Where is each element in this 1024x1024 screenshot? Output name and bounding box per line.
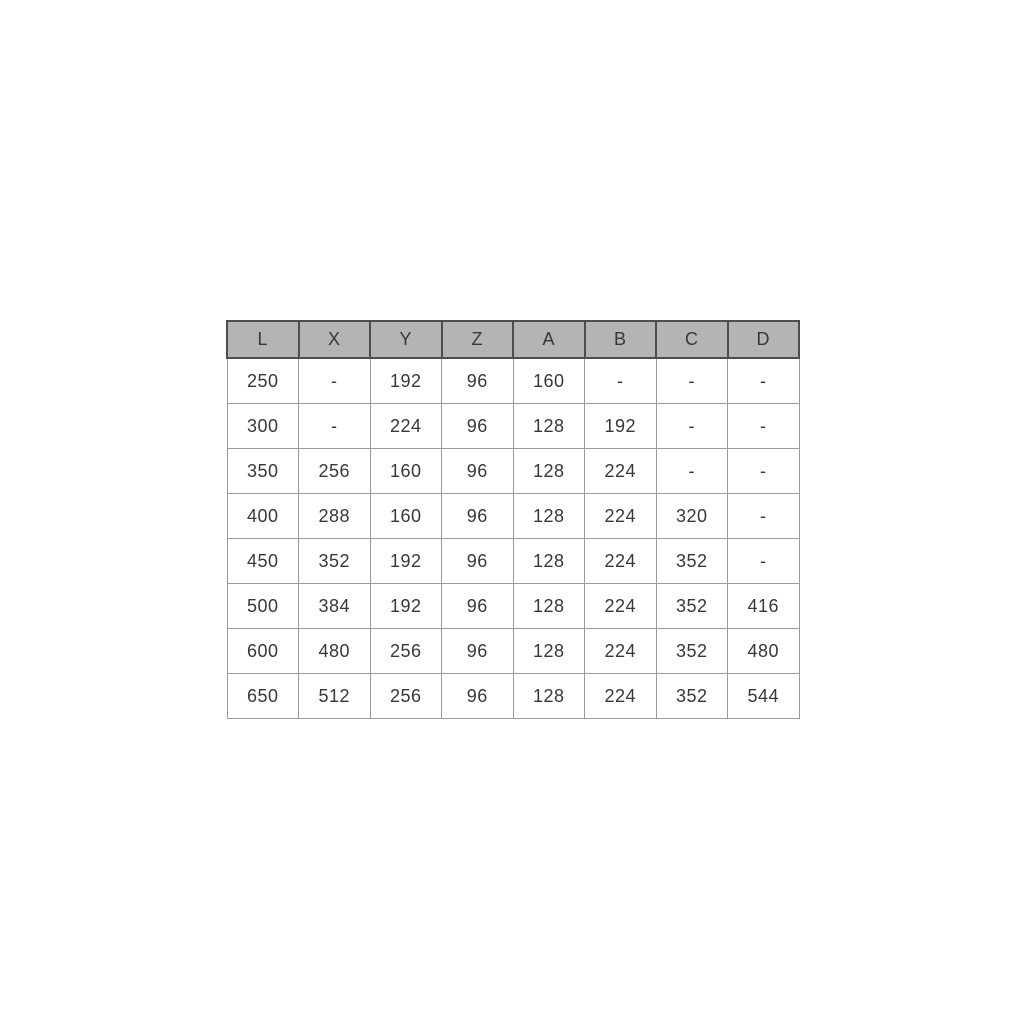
table-row: 450 352 192 96 128 224 352-	[226, 538, 800, 584]
table-cell: 224	[584, 448, 657, 494]
table-row: 600 480 256 96 128 224 352 480	[226, 628, 800, 674]
table-cell: 160	[369, 493, 442, 539]
column-header-c: C	[655, 320, 729, 359]
column-header-a: A	[512, 320, 586, 359]
table-cell: -	[298, 357, 371, 404]
table-cell: 128	[512, 448, 585, 494]
table-row: 400 288 160 96 128 224 320-	[226, 493, 800, 539]
table-cell: 128	[512, 673, 585, 719]
table-cell: 352	[655, 583, 728, 629]
table-cell: 160	[369, 448, 442, 494]
table-cell: 320	[655, 493, 728, 539]
table-row: 650 512 256 96 128 224 352 544	[226, 673, 800, 719]
table-cell: 416	[727, 583, 800, 629]
table-cell: 96	[441, 448, 514, 494]
table-cell: 350	[226, 448, 299, 494]
table-cell: -	[727, 448, 800, 494]
table-cell: 352	[298, 538, 371, 584]
table-cell: 96	[441, 403, 514, 449]
table-cell: 128	[512, 538, 585, 584]
table-cell: 300	[226, 403, 299, 449]
table-cell: 256	[369, 628, 442, 674]
table-cell: -	[727, 493, 800, 539]
table-cell: 480	[727, 628, 800, 674]
table-cell: 160	[512, 357, 585, 404]
table-cell: 128	[512, 493, 585, 539]
table-cell: 96	[441, 583, 514, 629]
table-cell: 192	[584, 403, 657, 449]
table-cell: 544	[727, 673, 800, 719]
table-cell: 192	[369, 583, 442, 629]
table-row: 500 384 192 96 128 224 352 416	[226, 583, 800, 629]
table-cell: -	[584, 357, 657, 404]
table-cell: 96	[441, 673, 514, 719]
table-cell: -	[727, 357, 800, 404]
table-body: 250-192 96 160- - -300-224 96 128 192- -350 256 16…	[226, 357, 800, 719]
table-cell: 224	[584, 628, 657, 674]
table-cell: 96	[441, 357, 514, 404]
table-cell: -	[727, 403, 800, 449]
table-cell: 512	[298, 673, 371, 719]
table-cell: -	[655, 357, 728, 404]
column-header-b: B	[583, 320, 657, 359]
table-cell: 128	[512, 583, 585, 629]
column-header-l: L	[226, 320, 300, 359]
table-cell: 224	[584, 673, 657, 719]
table-cell: 600	[226, 628, 299, 674]
table-cell: 96	[441, 493, 514, 539]
table-cell: -	[655, 403, 728, 449]
table-cell: 384	[298, 583, 371, 629]
table-cell: 128	[512, 403, 585, 449]
column-header-d: D	[726, 320, 800, 359]
table-cell: 352	[655, 628, 728, 674]
table-cell: 224	[584, 538, 657, 584]
table-cell: 352	[655, 673, 728, 719]
column-header-z: Z	[440, 320, 514, 359]
table-cell: 352	[655, 538, 728, 584]
table-cell: 400	[226, 493, 299, 539]
table-cell: 500	[226, 583, 299, 629]
table-cell: 224	[584, 583, 657, 629]
table-row: 300-224 96 128 192- -	[226, 403, 800, 449]
table-cell: 256	[298, 448, 371, 494]
column-header-y: Y	[369, 320, 443, 359]
table-row: 250-192 96 160- - -	[226, 357, 800, 404]
table-cell: 480	[298, 628, 371, 674]
column-header-x: X	[297, 320, 371, 359]
table-cell: 650	[226, 673, 299, 719]
table-cell: 250	[226, 357, 299, 404]
table-cell: -	[727, 538, 800, 584]
table-cell: -	[298, 403, 371, 449]
table-cell: 256	[369, 673, 442, 719]
table-cell: 96	[441, 538, 514, 584]
table-cell: -	[655, 448, 728, 494]
table-cell: 224	[584, 493, 657, 539]
table-cell: 224	[369, 403, 442, 449]
table-cell: 192	[369, 357, 442, 404]
table-row: 350 256 160 96 128 224- -	[226, 448, 800, 494]
table-cell: 288	[298, 493, 371, 539]
table-cell: 192	[369, 538, 442, 584]
table-cell: 96	[441, 628, 514, 674]
table-cell: 128	[512, 628, 585, 674]
table-cell: 450	[226, 538, 299, 584]
